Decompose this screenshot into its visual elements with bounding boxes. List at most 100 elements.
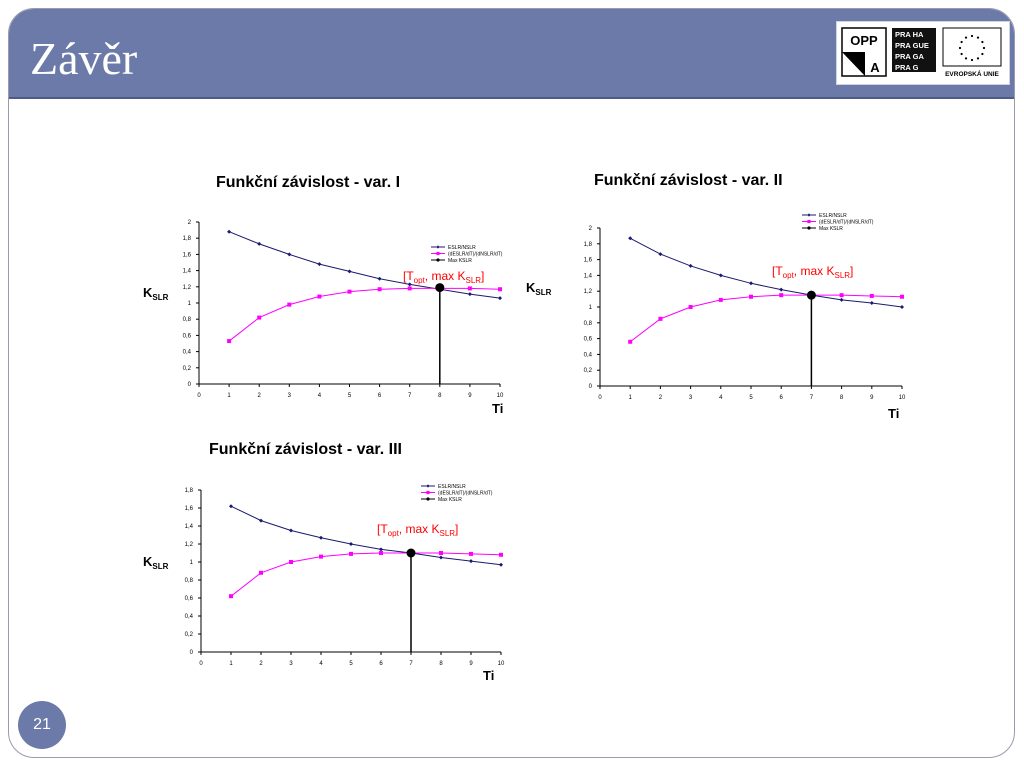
series-2-point bbox=[467, 286, 472, 291]
series-1-point bbox=[749, 281, 753, 286]
y-tick-label: 1,4 bbox=[185, 524, 194, 530]
slide-title: Závěr bbox=[30, 33, 138, 84]
legend-label: ESLR/NSLR bbox=[819, 213, 847, 219]
series-line-2 bbox=[629, 294, 903, 343]
chart-3-title: Funkční závislost - var. III bbox=[209, 441, 402, 458]
series-1-point bbox=[499, 562, 503, 567]
max-point-marker bbox=[406, 548, 416, 558]
series-line-1 bbox=[228, 231, 501, 299]
x-axis-label: Ti bbox=[888, 406, 899, 421]
legend-symbol bbox=[807, 213, 811, 217]
y-tick-label: 1,4 bbox=[584, 273, 593, 279]
series-1-point bbox=[467, 292, 472, 297]
series-1-point bbox=[287, 252, 292, 257]
x-tick-label: 2 bbox=[659, 395, 663, 401]
series-1-point bbox=[407, 282, 412, 287]
y-tick-label: 0,4 bbox=[584, 352, 593, 358]
legend-symbol bbox=[436, 245, 440, 249]
x-tick-label: 1 bbox=[229, 661, 233, 667]
legend-label: (dESLR/dT)/(dNSLR/dT) bbox=[448, 252, 503, 258]
x-axis-label: Ti bbox=[483, 668, 494, 683]
series-2-point bbox=[498, 287, 502, 292]
series-1-point bbox=[498, 296, 502, 301]
legend-symbol bbox=[436, 258, 440, 262]
series-2-point bbox=[779, 293, 784, 298]
x-tick-label: 1 bbox=[227, 393, 231, 399]
series-2-point bbox=[688, 305, 693, 309]
x-tick-label: 9 bbox=[870, 395, 874, 401]
series-1-point bbox=[839, 297, 844, 302]
eu-stars-icon bbox=[958, 34, 986, 62]
series-1-point bbox=[349, 542, 353, 546]
x-tick-label: 6 bbox=[379, 661, 383, 667]
series-2-point bbox=[900, 294, 904, 299]
praha-line-2: PRA GUE bbox=[895, 41, 929, 50]
series-1-point bbox=[289, 528, 293, 533]
series-1-point bbox=[377, 276, 382, 281]
max-point-marker bbox=[806, 290, 816, 300]
praha-line-3: PRA GA bbox=[895, 52, 924, 61]
series-2-point bbox=[317, 294, 322, 299]
y-tick-label: 1,8 bbox=[584, 242, 593, 248]
y-tick-label: 0 bbox=[190, 650, 194, 656]
x-tick-label: 0 bbox=[598, 395, 602, 401]
x-tick-label: 3 bbox=[289, 661, 293, 667]
x-tick-label: 2 bbox=[258, 393, 262, 399]
series-2-point bbox=[227, 339, 232, 344]
y-tick-label: 0,4 bbox=[183, 350, 192, 356]
series-line-2 bbox=[228, 287, 501, 342]
x-tick-label: 5 bbox=[348, 393, 352, 399]
y-tick-label: 1,2 bbox=[183, 285, 192, 291]
y-tick-label: 0,8 bbox=[185, 578, 194, 584]
y-tick-label: 1,8 bbox=[185, 488, 194, 494]
x-tick-label: 3 bbox=[288, 393, 292, 399]
series-2-point bbox=[439, 551, 443, 555]
series-1-point bbox=[718, 273, 723, 278]
series-2-point bbox=[347, 289, 352, 294]
series-1-point bbox=[227, 229, 232, 234]
sponsor-logos: OPP A PRA HA PRA GUE PRA GA PRA G EVROPS… bbox=[836, 21, 1010, 85]
x-tick-label: 4 bbox=[319, 661, 323, 667]
series-2-point bbox=[287, 302, 292, 307]
series-1-point bbox=[658, 252, 663, 257]
x-tick-label: 10 bbox=[498, 661, 505, 667]
series-1-point bbox=[469, 559, 473, 564]
legend-symbol bbox=[807, 219, 811, 224]
series-2-point bbox=[628, 339, 633, 344]
y-tick-label: 1,8 bbox=[183, 236, 192, 242]
series-1-point bbox=[688, 263, 693, 268]
max-point-marker bbox=[435, 283, 445, 293]
y-tick-label: 0 bbox=[188, 382, 192, 388]
optimum-annotation: [Topt, max KSLR] bbox=[772, 264, 853, 280]
series-2-point bbox=[869, 293, 874, 298]
series-2-point bbox=[469, 551, 473, 556]
eu-logo-text: EVROPSKÁ UNIE bbox=[945, 69, 999, 78]
opp-logo-text1: OPP bbox=[850, 33, 878, 48]
y-axis-label: KSLR bbox=[143, 285, 169, 302]
legend-label: (dESLR/dT)/(dNSLR/dT) bbox=[438, 491, 493, 497]
x-tick-label: 10 bbox=[497, 393, 504, 399]
x-tick-label: 4 bbox=[719, 395, 723, 401]
praha-line-4: PRA G bbox=[895, 63, 919, 72]
legend-label: Max KSLR bbox=[448, 258, 472, 264]
series-2-point bbox=[319, 554, 323, 559]
x-tick-label: 5 bbox=[749, 395, 753, 401]
page-number-badge: 21 bbox=[18, 701, 66, 749]
series-1-point bbox=[869, 301, 874, 306]
x-tick-label: 3 bbox=[689, 395, 693, 401]
series-2-point bbox=[257, 315, 262, 320]
opp-logo-triangle bbox=[842, 52, 865, 76]
series-2-point bbox=[229, 594, 233, 599]
optimum-annotation: [Topt, max KSLR] bbox=[377, 522, 458, 538]
y-axis-label: KSLR bbox=[526, 280, 552, 297]
y-tick-label: 1,2 bbox=[185, 542, 194, 548]
x-tick-label: 0 bbox=[199, 661, 203, 667]
x-tick-label: 7 bbox=[409, 661, 413, 667]
x-tick-label: 9 bbox=[468, 393, 472, 399]
series-2-point bbox=[407, 286, 412, 291]
y-tick-label: 0,4 bbox=[185, 614, 194, 620]
series-1-point bbox=[379, 547, 383, 552]
slide-frame bbox=[8, 8, 1015, 758]
x-tick-label: 2 bbox=[259, 661, 263, 667]
series-2-point bbox=[289, 560, 293, 564]
